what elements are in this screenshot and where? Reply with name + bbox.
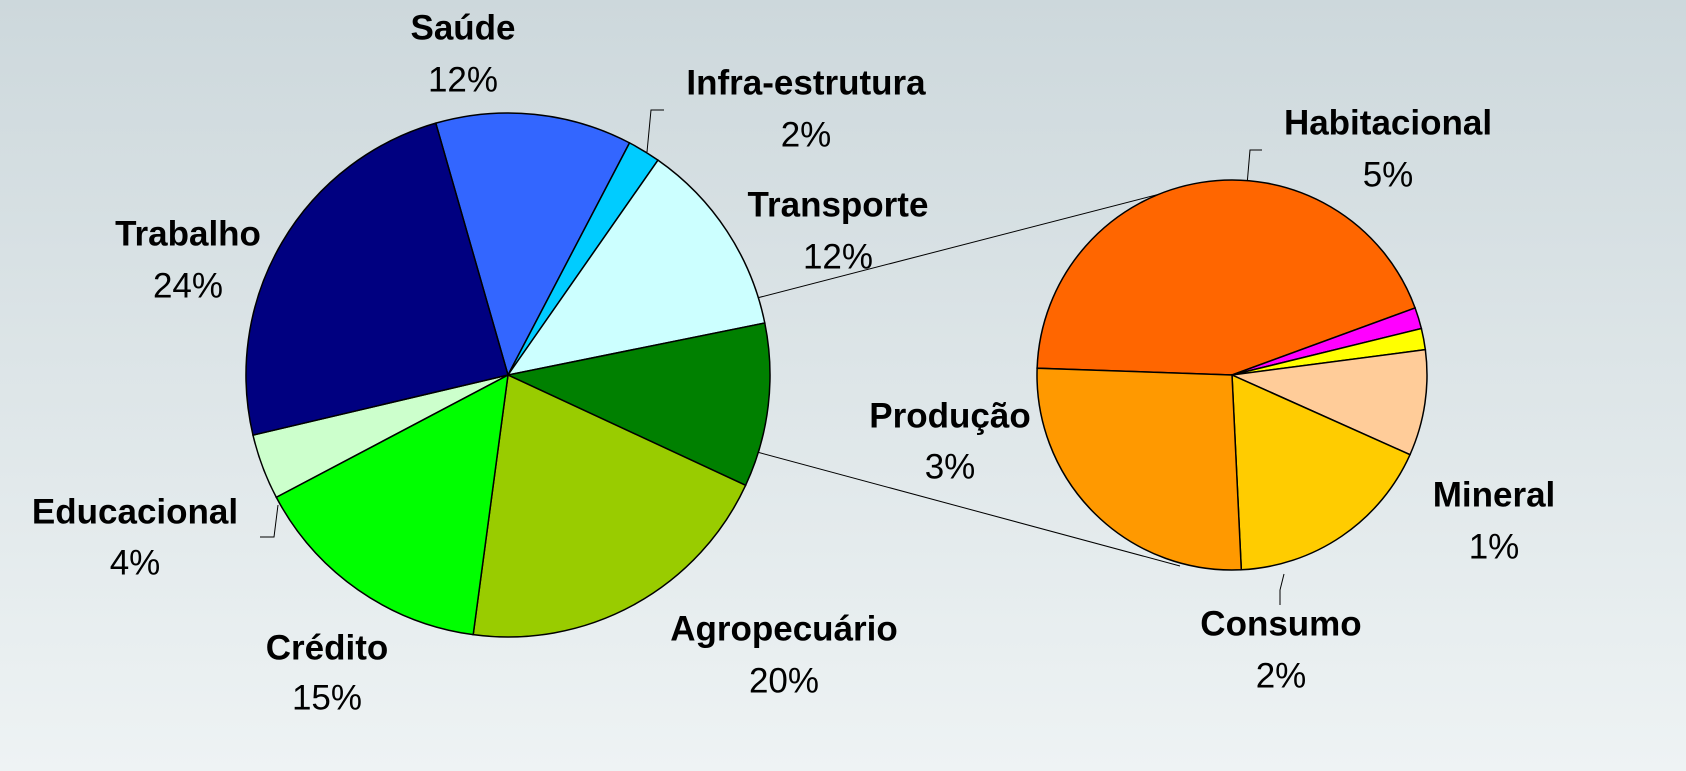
- pie-slice: [1231, 373, 1411, 571]
- pie-slice: [505, 322, 771, 487]
- value-label: 5%: [1363, 155, 1414, 194]
- slice-label: Saúde: [410, 8, 515, 47]
- leader: [1279, 573, 1285, 605]
- slice-label: Produção: [869, 396, 1030, 435]
- value-label: 12%: [803, 237, 873, 276]
- leader: [260, 504, 279, 538]
- pie-slice: [472, 373, 747, 638]
- value-label: 2%: [1256, 656, 1307, 695]
- value-label: 4%: [110, 543, 161, 582]
- slice-label: Crédito: [266, 628, 389, 667]
- connector: [756, 186, 1188, 299]
- leader: [646, 109, 664, 153]
- slice-label: Transporte: [748, 185, 929, 224]
- slice-label: Habitacional: [1284, 103, 1492, 142]
- slice-label: Consumo: [1200, 604, 1361, 643]
- pie-slice: [1036, 179, 1417, 376]
- slice-label: Trabalho: [115, 214, 261, 253]
- slice-label: Infra-estrutura: [686, 63, 926, 102]
- pie-slice: [506, 159, 766, 377]
- pie-slice: [275, 373, 509, 636]
- leader-lines: [260, 109, 1285, 605]
- value-label: 12%: [428, 60, 498, 99]
- slice-label: Educacional: [32, 492, 238, 531]
- pie-slice: [1229, 348, 1428, 456]
- pie-slice: [245, 122, 509, 437]
- value-label: 15%: [292, 678, 362, 717]
- connector: [756, 451, 1181, 567]
- value-label: 24%: [153, 266, 223, 305]
- value-label: 2%: [781, 115, 832, 154]
- pie-slice: [434, 112, 631, 378]
- leader: [1246, 149, 1262, 186]
- slice-label: Agropecuário: [670, 609, 898, 648]
- slice-label: Mineral: [1433, 475, 1556, 514]
- value-label: 20%: [749, 661, 819, 700]
- value-label: 3%: [925, 447, 976, 486]
- pie-slice: [1036, 367, 1243, 571]
- value-label: 1%: [1469, 527, 1520, 566]
